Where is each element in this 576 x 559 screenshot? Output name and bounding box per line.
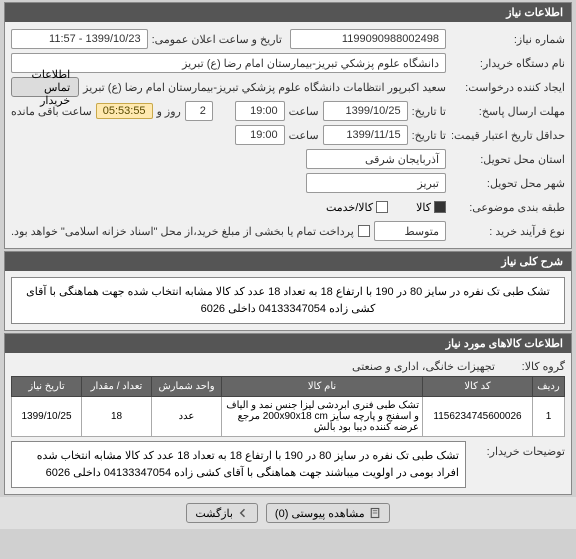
col-qty: تعداد / مقدار <box>82 377 152 397</box>
deadline-time-field: 19:00 <box>235 101 285 121</box>
creator-value: سعید اکبرپور انتظامات دانشگاه علوم پزشکي… <box>83 81 446 94</box>
category-goods-label: کالا <box>416 201 431 214</box>
delivery-province-label: استان محل تحویل: <box>450 153 565 166</box>
footer-buttons: مشاهده پیوستی (0) بازگشت <box>0 497 576 529</box>
group-value: تجهیزات خانگی، اداری و صنعتی <box>352 360 495 373</box>
validity-date-field: 1399/11/15 <box>323 125 408 145</box>
view-attachment-label: مشاهده پیوستی (0) <box>275 507 365 520</box>
category-service-checkbox[interactable]: کالا/خدمت <box>326 201 388 214</box>
back-button[interactable]: بازگشت <box>186 503 258 523</box>
cell-qty: 18 <box>82 397 152 437</box>
panel-goods-info: اطلاعات کالاهای مورد نیاز گروه کالا: تجه… <box>4 333 572 495</box>
back-icon <box>237 507 249 519</box>
goods-table: ردیف کد کالا نام کالا واحد شمارش تعداد /… <box>11 376 565 437</box>
cell-code: 1156234745600026 <box>423 397 533 437</box>
view-attachment-button[interactable]: مشاهده پیوستی (0) <box>266 503 390 523</box>
panel-need-info: اطلاعات نیاز شماره نیاز: 119909098800249… <box>4 2 572 249</box>
cell-name: تشک طبی فنری ابردشی لیزا جنس نمد و الیاف… <box>222 397 423 437</box>
countdown-timer: 05:53:55 <box>96 103 153 119</box>
buyer-notes-text: تشک طبی تک نفره در سایز 80 در 190 با ارت… <box>11 441 466 488</box>
hour-label-2: ساعت <box>289 129 319 142</box>
validity-time-field: 19:00 <box>235 125 285 145</box>
panel-general-desc: شرح کلی نیاز تشک طبی تک نفره در سایز 80 … <box>4 251 572 331</box>
deadline-date-field: 1399/10/25 <box>323 101 408 121</box>
col-unit: واحد شمارش <box>152 377 222 397</box>
category-label: طبقه بندی موضوعی: <box>450 201 565 214</box>
buyer-org-field: دانشگاه علوم پزشکي تبريز-بيمارستان امام … <box>11 53 446 73</box>
process-type-label: نوع فرآیند خرید : <box>450 225 565 238</box>
contact-buyer-button[interactable]: اطلاعات تماس خریدار <box>11 77 79 97</box>
hour-label-1: ساعت <box>289 105 319 118</box>
panel-need-info-header: اطلاعات نیاز <box>5 3 571 22</box>
col-idx: ردیف <box>533 377 565 397</box>
cell-idx: 1 <box>533 397 565 437</box>
buyer-org-label: نام دستگاه خریدار: <box>450 57 565 70</box>
days-remaining-field: 2 <box>185 101 213 121</box>
group-label: گروه کالا: <box>495 360 565 373</box>
deadline-send-label: مهلت ارسال پاسخ: <box>450 105 565 118</box>
category-service-label: کالا/خدمت <box>326 201 373 214</box>
announce-label: تاریخ و ساعت اعلان عمومی: <box>152 33 282 46</box>
panel-general-desc-header: شرح کلی نیاز <box>5 252 571 271</box>
hours-remaining-label: ساعت باقی مانده <box>11 105 92 118</box>
back-label: بازگشت <box>195 507 233 520</box>
delivery-city-field: تبریز <box>306 173 446 193</box>
min-validity-label: حداقل تاریخ اعتبار قیمت: <box>450 129 565 142</box>
need-number-label: شماره نیاز: <box>450 33 565 46</box>
creator-label: ایجاد کننده درخواست: <box>450 81 565 94</box>
cell-unit: عدد <box>152 397 222 437</box>
col-name: نام کالا <box>222 377 423 397</box>
panel-goods-info-body: گروه کالا: تجهیزات خانگی، اداری و صنعتی … <box>5 353 571 494</box>
panel-goods-info-header: اطلاعات کالاهای مورد نیاز <box>5 334 571 353</box>
to-date-label: تا تاریخ: <box>412 105 446 118</box>
days-label: روز و <box>157 105 181 118</box>
attachment-icon <box>369 507 381 519</box>
panel-general-desc-body: تشک طبی تک نفره در سایز 80 در 190 با ارت… <box>5 271 571 330</box>
col-date: تاریخ نیاز <box>12 377 82 397</box>
to-date-label-2: تا تاریخ: <box>412 129 446 142</box>
table-row[interactable]: 1 1156234745600026 تشک طبی فنری ابردشی ل… <box>12 397 565 437</box>
general-desc-text: تشک طبی تک نفره در سایز 80 در 190 با ارت… <box>11 277 565 324</box>
payment-note: پرداخت تمام یا بخشی از مبلغ خرید،از محل … <box>11 225 354 238</box>
panel-need-info-body: شماره نیاز: 1199090988002498 تاریخ و ساع… <box>5 22 571 248</box>
buyer-notes-label: توضیحات خریدار: <box>470 441 565 458</box>
cell-date: 1399/10/25 <box>12 397 82 437</box>
process-type-field: متوسط <box>374 221 446 241</box>
delivery-province-field: آذربایجان شرقی <box>306 149 446 169</box>
need-number-field: 1199090988002498 <box>290 29 446 49</box>
col-code: کد کالا <box>423 377 533 397</box>
treasury-checkbox[interactable] <box>358 225 370 237</box>
announce-field: 1399/10/23 - 11:57 <box>11 29 148 49</box>
category-goods-checkbox[interactable]: کالا <box>416 201 446 214</box>
delivery-city-label: شهر محل تحویل: <box>450 177 565 190</box>
